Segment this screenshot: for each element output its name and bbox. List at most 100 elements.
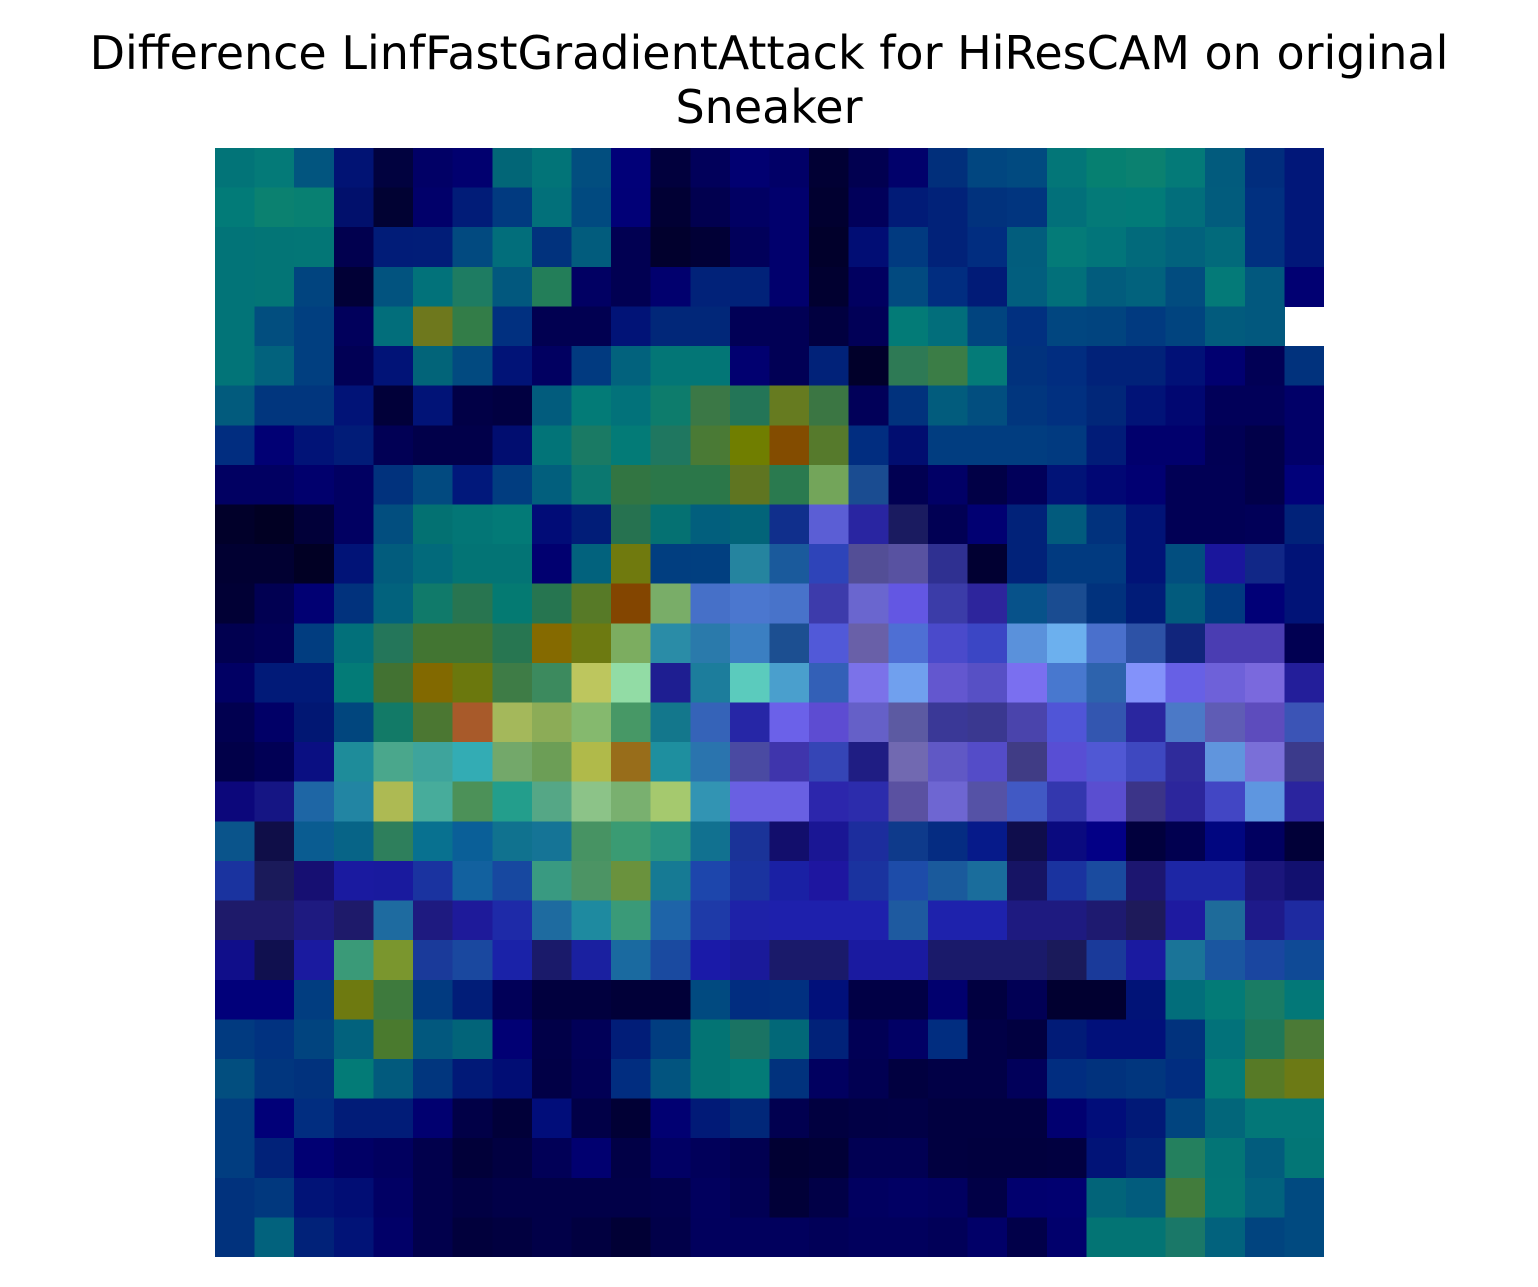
heatmap-cell-r0-c24 <box>1165 148 1206 189</box>
heatmap-cell-r7-c11 <box>650 425 691 466</box>
heatmap-cell-r9-c1 <box>254 504 295 545</box>
heatmap-cell-r7-c7 <box>492 425 533 466</box>
heatmap-cell-r13-c27 <box>1284 662 1324 704</box>
heatmap-cell-r14-c20 <box>1007 702 1048 743</box>
heatmap-cell-r4-c25 <box>1205 306 1246 347</box>
heatmap-cell-r25-c5 <box>413 1138 454 1179</box>
heatmap-cell-r7-c15 <box>809 425 850 466</box>
heatmap-cell-r13-c1 <box>254 662 295 704</box>
heatmap-cell-r18-c22 <box>1086 860 1127 902</box>
heatmap-cell-r13-c14 <box>769 662 810 704</box>
heatmap-cell-r17-c7 <box>492 821 533 862</box>
heatmap-cell-r25-c4 <box>373 1138 414 1179</box>
heatmap-cell-r21-c19 <box>967 979 1008 1020</box>
heatmap-cell-r23-c6 <box>452 1058 493 1100</box>
heatmap-cell-r9-c21 <box>1046 504 1087 545</box>
heatmap-cell-r16-c25 <box>1205 781 1246 822</box>
heatmap-cell-r11-c1 <box>254 583 295 624</box>
heatmap-cell-r24-c2 <box>294 1098 335 1139</box>
heatmap-cell-r5-c9 <box>571 346 612 387</box>
heatmap-cell-r15-c27 <box>1284 742 1324 783</box>
heatmap-cell-r6-c18 <box>927 385 969 426</box>
heatmap-cell-r0-c6 <box>452 148 493 189</box>
heatmap-cell-r7-c9 <box>571 425 612 466</box>
heatmap-cell-r26-c5 <box>413 1177 454 1218</box>
heatmap-cell-r19-c8 <box>531 900 573 941</box>
heatmap-cell-r9-c23 <box>1125 504 1167 545</box>
heatmap-cell-r0-c21 <box>1046 148 1087 189</box>
heatmap-cell-r13-c11 <box>650 662 691 704</box>
heatmap-cell-r7-c14 <box>769 425 810 466</box>
heatmap-cell-r8-c25 <box>1205 464 1246 506</box>
heatmap-cell-r0-c4 <box>373 148 414 189</box>
heatmap-cell-r1-c5 <box>413 187 454 228</box>
heatmap-cell-r8-c24 <box>1165 464 1206 506</box>
heatmap-cell-r20-c23 <box>1125 940 1167 981</box>
heatmap-cell-r4-c14 <box>769 306 810 347</box>
heatmap-cell-r22-c9 <box>571 1019 612 1060</box>
heatmap-cell-r6-c7 <box>492 385 533 426</box>
heatmap-cell-r17-c13 <box>729 821 771 862</box>
heatmap-cell-r19-c5 <box>413 900 454 941</box>
heatmap-cell-r5-c4 <box>373 346 414 387</box>
heatmap-cell-r20-c0 <box>215 940 256 981</box>
heatmap-cell-r12-c22 <box>1086 623 1127 664</box>
heatmap-cell-r5-c6 <box>452 346 493 387</box>
heatmap-cell-r16-c22 <box>1086 781 1127 822</box>
heatmap-cell-r10-c15 <box>809 544 850 585</box>
heatmap-cell-r10-c16 <box>848 544 889 585</box>
heatmap-cell-r24-c12 <box>690 1098 731 1139</box>
heatmap-cell-r12-c10 <box>611 623 652 664</box>
heatmap-cell-r2-c17 <box>888 227 929 268</box>
heatmap-cell-r26-c2 <box>294 1177 335 1218</box>
heatmap-cell-r27-c12 <box>690 1217 731 1257</box>
heatmap-cell-r2-c12 <box>690 227 731 268</box>
heatmap-cell-r19-c14 <box>769 900 810 941</box>
heatmap-cell-r16-c23 <box>1125 781 1167 822</box>
heatmap-cell-r7-c4 <box>373 425 414 466</box>
heatmap-cell-r18-c16 <box>848 860 889 902</box>
heatmap-cell-r4-c23 <box>1125 306 1167 347</box>
heatmap-cell-r21-c25 <box>1205 979 1246 1020</box>
heatmap-cell-r3-c2 <box>294 266 335 308</box>
heatmap-cell-r6-c25 <box>1205 385 1246 426</box>
heatmap-cell-r16-c19 <box>967 781 1008 822</box>
heatmap-cell-r12-c23 <box>1125 623 1167 664</box>
heatmap-cell-r5-c16 <box>848 346 889 387</box>
heatmap-cell-r5-c8 <box>531 346 573 387</box>
heatmap-cell-r27-c2 <box>294 1217 335 1257</box>
heatmap-cell-r6-c0 <box>215 385 256 426</box>
heatmap-cell-r19-c11 <box>650 900 691 941</box>
heatmap-cell-r17-c23 <box>1125 821 1167 862</box>
heatmap-cell-r9-c4 <box>373 504 414 545</box>
heatmap-cell-r0-c14 <box>769 148 810 189</box>
heatmap-cell-r2-c1 <box>254 227 295 268</box>
heatmap-cell-r16-c12 <box>690 781 731 822</box>
heatmap-cell-r7-c19 <box>967 425 1008 466</box>
heatmap-cell-r17-c1 <box>254 821 295 862</box>
heatmap-cell-r19-c26 <box>1244 900 1285 941</box>
heatmap-cell-r9-c18 <box>927 504 969 545</box>
heatmap-cell-r9-c19 <box>967 504 1008 545</box>
heatmap-cell-r2-c7 <box>492 227 533 268</box>
heatmap-cell-r14-c4 <box>373 702 414 743</box>
heatmap-cell-r21-c14 <box>769 979 810 1020</box>
heatmap-cell-r16-c7 <box>492 781 533 822</box>
heatmap-cell-r17-c27 <box>1284 821 1324 862</box>
heatmap-cell-r11-c14 <box>769 583 810 624</box>
heatmap-cell-r13-c15 <box>809 662 850 704</box>
heatmap-cell-r8-c2 <box>294 464 335 506</box>
heatmap-cell-r17-c19 <box>967 821 1008 862</box>
heatmap-cell-r20-c16 <box>848 940 889 981</box>
heatmap-cell-r9-c2 <box>294 504 335 545</box>
heatmap-cell-r21-c2 <box>294 979 335 1020</box>
heatmap-cell-r9-c11 <box>650 504 691 545</box>
heatmap-cell-r2-c2 <box>294 227 335 268</box>
heatmap-cell-r15-c12 <box>690 742 731 783</box>
heatmap-cell-r13-c26 <box>1244 662 1285 704</box>
heatmap-cell-r25-c9 <box>571 1138 612 1179</box>
heatmap-cell-r25-c6 <box>452 1138 493 1179</box>
heatmap-cell-r21-c6 <box>452 979 493 1020</box>
heatmap-cell-r23-c14 <box>769 1058 810 1100</box>
heatmap-cell-r13-c4 <box>373 662 414 704</box>
